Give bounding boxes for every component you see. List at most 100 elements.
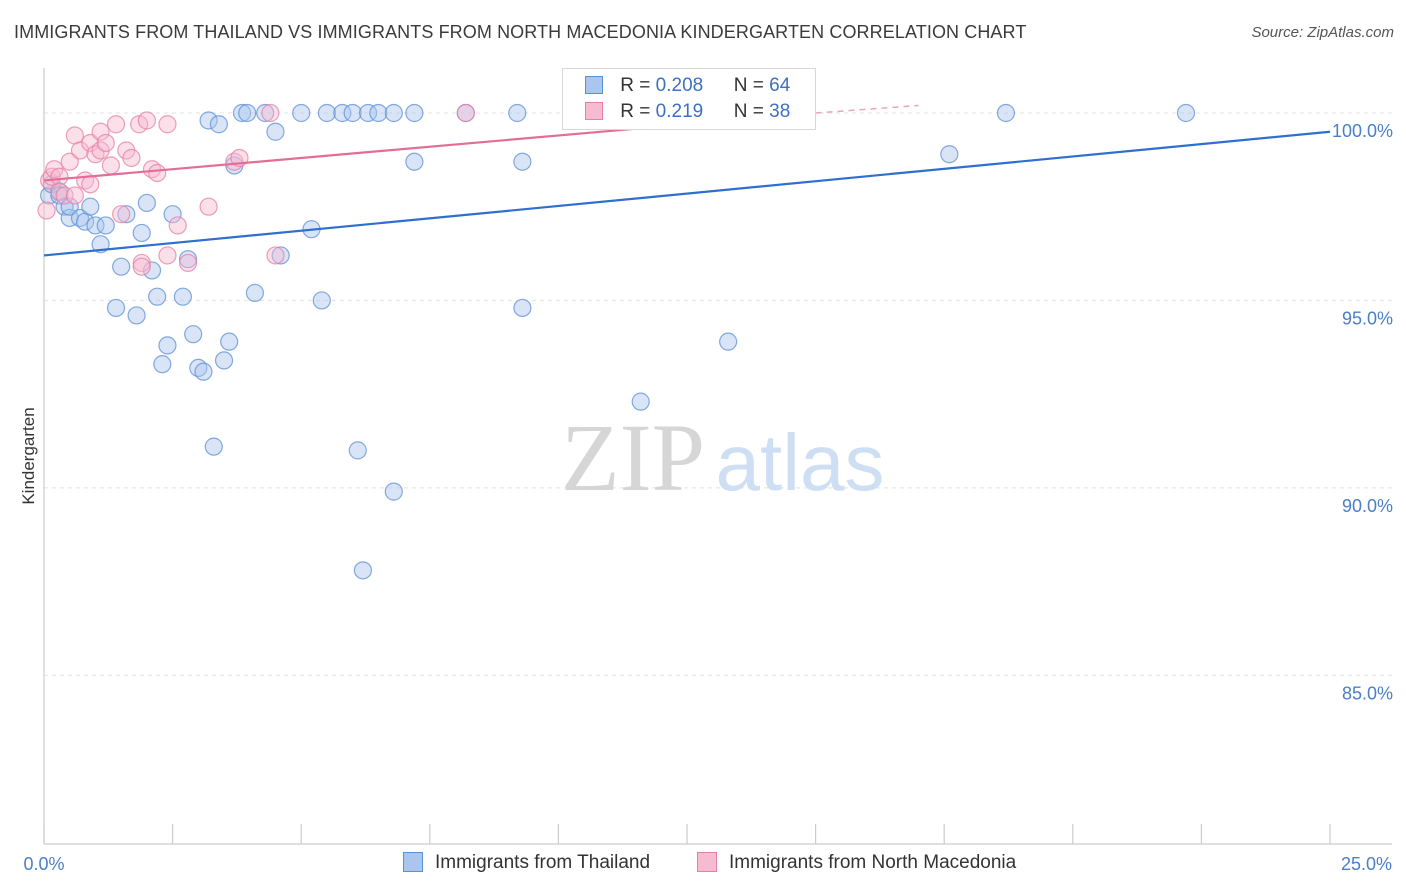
series-legend: Immigrants from Thailand Immigrants from… — [0, 852, 1406, 878]
data-point — [266, 122, 285, 141]
gridlines — [44, 112, 1392, 676]
data-point — [132, 223, 151, 243]
data-point — [81, 133, 100, 153]
data-point — [384, 103, 403, 123]
data-point — [312, 291, 331, 310]
n-value: 38 — [769, 101, 791, 122]
x-tick-label: 0.0% — [23, 854, 64, 874]
r-value: 0.208 — [655, 75, 704, 96]
y-tick-label: 95.0% — [1342, 308, 1393, 328]
data-point — [204, 437, 223, 456]
y-axis-label: Kindergarten — [19, 407, 38, 504]
data-point — [271, 246, 290, 265]
data-point — [513, 298, 532, 318]
data-point — [353, 561, 373, 580]
data-point — [214, 351, 234, 370]
data-point — [199, 197, 218, 216]
legend-label: Immigrants from Thailand — [435, 852, 651, 873]
data-point — [70, 141, 90, 160]
data-point — [122, 148, 141, 168]
series-1 — [37, 103, 475, 276]
data-point — [112, 205, 131, 224]
data-point — [112, 257, 131, 276]
data-point — [137, 111, 156, 130]
legend-item-north-macedonia[interactable]: Immigrants from North Macedonia — [697, 852, 1016, 874]
y-tick-label: 85.0% — [1342, 683, 1393, 703]
data-point — [86, 216, 105, 235]
thailand-legend-swatch — [403, 852, 423, 872]
data-point — [256, 103, 275, 123]
tick-labels: 85.0% 90.0% 95.0% 100.0% 0.0% 25.0% — [23, 121, 1393, 874]
data-point — [266, 246, 285, 265]
data-point — [456, 103, 475, 123]
r-label: R = — [620, 101, 651, 122]
data-point — [148, 163, 167, 183]
data-point — [106, 298, 126, 318]
data-point — [178, 253, 198, 273]
r-label: R = — [620, 75, 651, 96]
data-points — [37, 103, 1196, 580]
data-point — [405, 152, 424, 171]
y-tick-label: 90.0% — [1342, 496, 1393, 516]
data-point — [96, 216, 115, 235]
data-point — [405, 103, 424, 123]
data-point — [996, 103, 1016, 123]
data-point — [60, 152, 79, 171]
data-point — [261, 103, 280, 123]
stats-row-thailand: R = 0.208 N = 64 — [585, 75, 790, 99]
r-value: 0.219 — [655, 101, 704, 122]
data-point — [106, 115, 126, 134]
source-label: Source: ZipAtlas.com — [1251, 24, 1394, 41]
axes — [43, 68, 1392, 845]
data-point — [384, 482, 403, 501]
series-0 — [40, 103, 1196, 580]
thailand-swatch — [585, 76, 603, 94]
data-point — [81, 197, 100, 216]
data-point — [148, 287, 167, 306]
data-point — [132, 257, 151, 276]
data-point — [173, 287, 192, 306]
north-macedonia-swatch — [585, 102, 603, 120]
data-point — [199, 111, 218, 130]
data-point — [940, 145, 959, 164]
data-point — [158, 246, 177, 265]
data-point — [220, 332, 239, 351]
data-point — [232, 103, 252, 123]
legend-item-thailand[interactable]: Immigrants from Thailand — [403, 852, 650, 874]
data-point — [631, 392, 650, 411]
n-label: N = — [733, 75, 764, 96]
n-label: N = — [733, 101, 764, 122]
n-value: 64 — [769, 75, 791, 96]
data-point — [91, 122, 110, 141]
y-tick-label: 100.0% — [1332, 121, 1393, 141]
data-point — [40, 186, 59, 205]
data-point — [333, 103, 352, 123]
data-point — [317, 103, 337, 123]
data-point — [513, 152, 532, 171]
data-point — [158, 336, 177, 355]
data-point — [55, 186, 74, 205]
data-point — [292, 103, 311, 123]
data-point — [91, 235, 110, 254]
data-point — [238, 103, 257, 123]
trend-line-extension — [815, 104, 919, 114]
data-point — [1176, 103, 1196, 123]
data-point — [142, 261, 162, 280]
data-point — [101, 156, 120, 175]
data-point — [50, 167, 69, 186]
data-point — [81, 175, 100, 194]
trend-line — [43, 130, 1331, 257]
data-point — [158, 115, 177, 134]
data-point — [369, 103, 388, 123]
north-macedonia-legend-swatch — [697, 852, 717, 872]
data-point — [194, 362, 213, 381]
data-point — [508, 103, 527, 123]
watermark-zip: ZIP — [561, 404, 705, 511]
data-point — [96, 133, 115, 153]
data-point — [127, 306, 146, 325]
data-point — [184, 325, 203, 344]
stats-row-north-macedonia: R = 0.219 N = 38 — [585, 101, 790, 125]
data-point — [168, 216, 187, 235]
data-point — [348, 441, 367, 460]
